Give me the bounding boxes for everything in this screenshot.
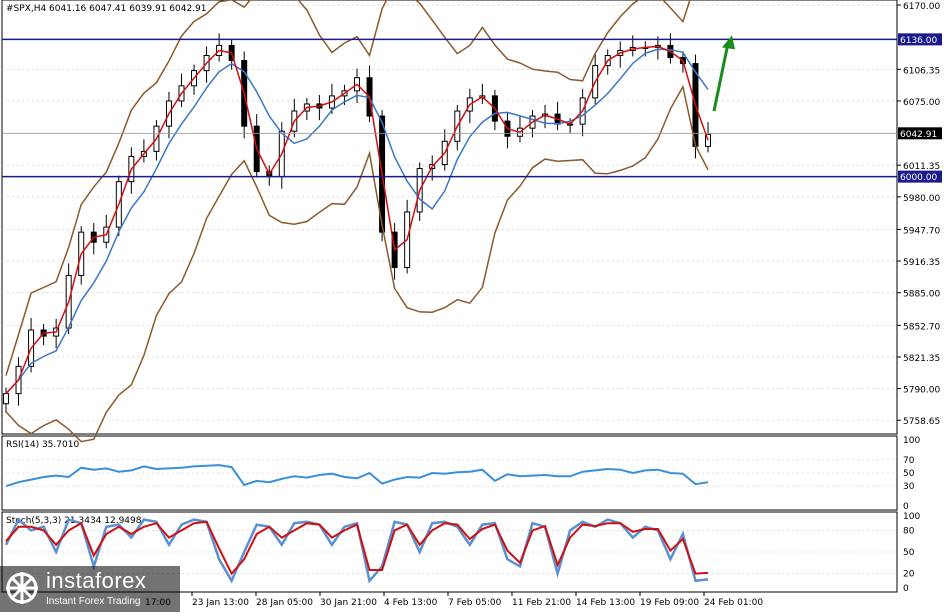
chart-header: #SPX,H4 6041.16 6047.41 6039.91 6042.91 <box>6 4 207 14</box>
price-axis-label: 5916.35 <box>903 258 940 268</box>
current-price-label: 6042.91 <box>900 130 937 140</box>
time-axis-label: 28 Jan 05:00 <box>256 598 313 608</box>
rsi-title: RSI(14) 35.7010 <box>6 440 79 450</box>
price-axis-label: 5758.65 <box>903 417 940 427</box>
time-axis-label: 11 Feb 21:00 <box>512 598 571 608</box>
rsi-line <box>5 464 709 488</box>
instaforex-logo-icon <box>6 572 38 604</box>
rsi-axis-label: 50 <box>903 469 915 479</box>
price-axis-label: 5980.00 <box>903 194 940 204</box>
rsi-axis-label: 100 <box>903 436 920 446</box>
price-axis-label: 6075.00 <box>903 98 940 108</box>
price-axis-label: 6170.00 <box>903 2 940 12</box>
stochastic-axis-label: 20 <box>903 570 915 580</box>
moving-average-slow <box>5 48 709 395</box>
horizontal-level-label: 6136.00 <box>900 36 937 46</box>
horizontal-level-tag <box>898 33 942 46</box>
instaforex-watermark: instaforex Instant Forex Trading <box>0 566 180 612</box>
rsi-axis-label: 30 <box>903 482 915 492</box>
stochastic-signal-line <box>5 520 709 576</box>
price-axis-label: 5852.70 <box>903 322 940 332</box>
price-axis-label: 6011.35 <box>903 162 940 172</box>
watermark-tagline: Instant Forex Trading <box>46 596 141 607</box>
time-axis-label: 30 Jan 21:00 <box>320 598 377 608</box>
rsi-axis-label: 0 <box>903 502 909 512</box>
price-axis-label: 5821.35 <box>903 354 940 364</box>
price-pane <box>1 0 898 435</box>
watermark-brand: instaforex <box>46 568 147 593</box>
time-axis-label: 19 Feb 09:00 <box>640 598 699 608</box>
time-axis-label: 23 Jan 13:00 <box>192 598 249 608</box>
stochastic-axis-label: 100 <box>903 512 920 522</box>
price-axis-label: 6106.35 <box>903 66 940 76</box>
green-up-arrow-shaft <box>712 43 730 112</box>
stochastic-axis-label: 80 <box>903 526 915 536</box>
candle-body <box>3 393 9 405</box>
current-price-tag <box>898 127 942 140</box>
moving-average-fast <box>5 45 709 395</box>
price-axis-label: 5947.70 <box>903 226 940 236</box>
bollinger-lower-band <box>5 84 709 443</box>
time-axis-label: 7 Feb 05:00 <box>448 598 502 608</box>
horizontal-level-tag <box>898 170 942 183</box>
time-axis-label: 24 Feb 01:00 <box>704 598 763 608</box>
time-axis-label: 4 Feb 13:00 <box>384 598 438 608</box>
price-axis-label: 5885.00 <box>903 290 940 300</box>
rsi-axis-label: 70 <box>903 456 915 466</box>
time-axis-label: 14 Feb 13:00 <box>576 598 635 608</box>
stochastic-axis-label: 50 <box>903 548 915 558</box>
bollinger-upper-band <box>5 0 691 376</box>
green-up-arrow-head-icon <box>722 35 735 50</box>
price-axis-label: 5790.00 <box>903 386 940 396</box>
stochastic-axis-label: 0 <box>903 584 909 594</box>
horizontal-level-label: 6000.00 <box>900 173 937 183</box>
